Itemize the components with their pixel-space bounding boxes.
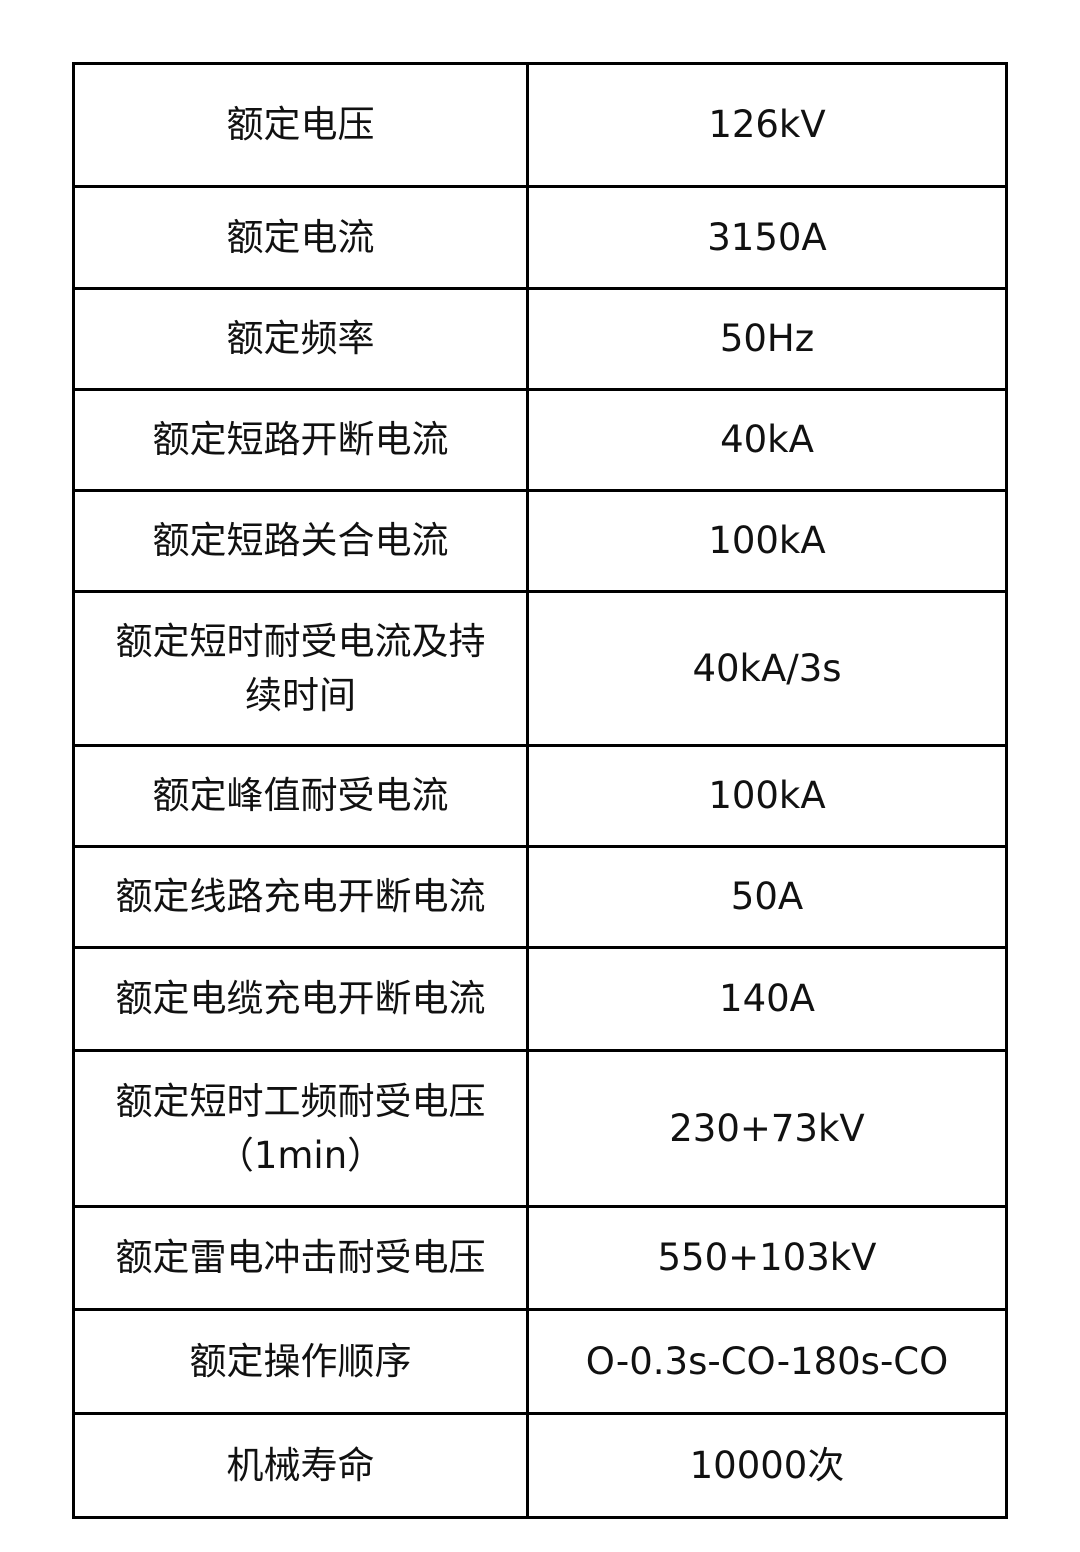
param-cell: 额定短时耐受电流及持续时间 (72, 590, 529, 747)
spec-table: 额定电压 126kV 额定电流 3150A 额定频率 50Hz 额定短路开断电流 40kA 额定… (72, 62, 1008, 1519)
param-value: 100kA (708, 519, 826, 562)
table-row: 额定线路充电开断电流 50A (72, 845, 1008, 949)
table-row: 额定短路开断电流 40kA (72, 388, 1008, 492)
param-cell: 额定电压 (72, 62, 529, 188)
param-value: 100kA (708, 774, 826, 817)
param-value: 230+73kV (669, 1106, 865, 1150)
param-cell: 额定操作顺序 (72, 1308, 529, 1415)
value-cell: 50A (526, 845, 1008, 949)
param-value: O-0.3s-CO-180s-CO (585, 1339, 949, 1383)
param-cell: 额定频率 (72, 287, 529, 391)
param-name: 机械寿命 (226, 1443, 375, 1487)
value-cell: 3150A (526, 185, 1008, 290)
value-cell: 140A (526, 946, 1008, 1052)
value-cell: 50Hz (526, 287, 1008, 391)
value-cell: 230+73kV (526, 1049, 1008, 1208)
value-cell: 100kA (526, 489, 1008, 593)
param-name: 额定频率 (226, 317, 375, 360)
value-cell: 550+103kV (526, 1205, 1008, 1311)
param-cell: 额定短时工频耐受电压（1min） (72, 1049, 529, 1208)
param-name: 额定短时耐受电流及持续时间 (115, 619, 486, 717)
param-cell: 额定峰值耐受电流 (72, 744, 529, 848)
table-row: 额定短时耐受电流及持续时间 40kA/3s (72, 590, 1008, 747)
table-row: 额定雷电冲击耐受电压 550+103kV (72, 1205, 1008, 1311)
table-row: 额定电压 126kV (72, 62, 1008, 188)
param-value: 40kA (720, 418, 814, 461)
param-name: 额定电压 (226, 103, 375, 146)
table-row: 额定操作顺序 O-0.3s-CO-180s-CO (72, 1308, 1008, 1415)
param-value: 3150A (707, 215, 827, 259)
table-row: 额定电缆充电开断电流 140A (72, 946, 1008, 1052)
param-name: 额定线路充电开断电流 (115, 875, 486, 918)
param-cell: 额定雷电冲击耐受电压 (72, 1205, 529, 1311)
value-cell: 40kA (526, 388, 1008, 492)
value-cell: 126kV (526, 62, 1008, 188)
value-cell: 10000次 (526, 1412, 1008, 1519)
param-cell: 额定电缆充电开断电流 (72, 946, 529, 1052)
value-cell: O-0.3s-CO-180s-CO (526, 1308, 1008, 1415)
table-row: 额定短路关合电流 100kA (72, 489, 1008, 593)
param-value: 10000次 (689, 1443, 845, 1487)
table-row: 额定短时工频耐受电压（1min） 230+73kV (72, 1049, 1008, 1208)
value-cell: 100kA (526, 744, 1008, 848)
param-value: 140A (719, 977, 815, 1020)
param-name: 额定短路关合电流 (152, 519, 449, 562)
param-cell: 机械寿命 (72, 1412, 529, 1519)
param-cell: 额定线路充电开断电流 (72, 845, 529, 949)
param-name: 额定雷电冲击耐受电压 (115, 1236, 486, 1279)
table-body: 额定电压 126kV 额定电流 3150A 额定频率 50Hz 额定短路开断电流 40kA 额定… (72, 62, 1008, 1519)
table-row: 额定频率 50Hz (72, 287, 1008, 391)
param-name: 额定电流 (226, 215, 375, 259)
param-value: 40kA/3s (692, 646, 842, 690)
param-name: 额定操作顺序 (189, 1339, 412, 1383)
param-cell: 额定短路关合电流 (72, 489, 529, 593)
param-name: 额定短路开断电流 (152, 418, 449, 461)
param-name: 额定短时工频耐受电压（1min） (115, 1079, 486, 1177)
param-value: 550+103kV (657, 1236, 877, 1279)
param-name: 额定峰值耐受电流 (152, 774, 449, 817)
table-row: 机械寿命 10000次 (72, 1412, 1008, 1519)
value-cell: 40kA/3s (526, 590, 1008, 747)
param-value: 50A (730, 875, 804, 918)
param-name: 额定电缆充电开断电流 (115, 977, 486, 1020)
param-cell: 额定电流 (72, 185, 529, 290)
param-value: 126kV (708, 103, 826, 146)
table-row: 额定电流 3150A (72, 185, 1008, 290)
param-cell: 额定短路开断电流 (72, 388, 529, 492)
table-row: 额定峰值耐受电流 100kA (72, 744, 1008, 848)
param-value: 50Hz (719, 317, 815, 360)
